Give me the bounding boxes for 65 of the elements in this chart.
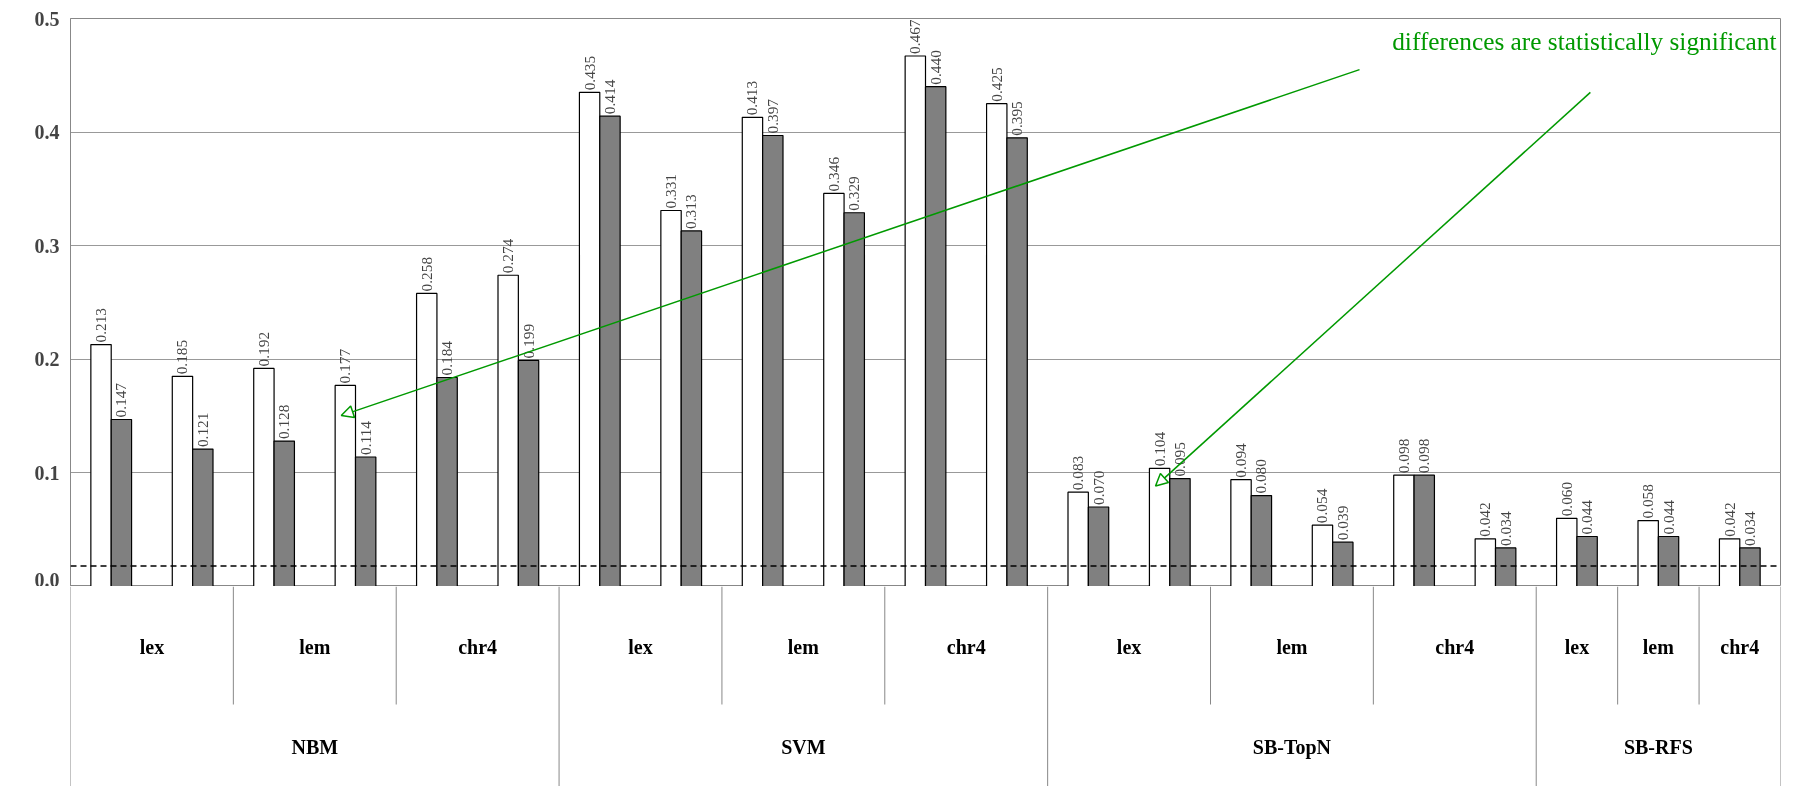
data-label: 0.192	[254, 331, 272, 367]
data-label: 0.070	[1089, 470, 1107, 505]
text: lex	[139, 635, 165, 658]
data-label: 0.054	[1313, 488, 1331, 524]
data-label: 0.397	[763, 98, 781, 134]
data-label: 0.104	[1150, 431, 1168, 467]
text: chr4	[946, 635, 986, 658]
y-tick-label: 0.5	[34, 7, 60, 30]
data-label: 0.274	[499, 238, 517, 274]
text: SVM	[781, 735, 826, 758]
data-label: 0.042	[1720, 502, 1738, 537]
data-label: 0.440	[926, 49, 944, 85]
y-tick-label: 0.4	[34, 121, 60, 144]
data-label: 0.258	[417, 256, 435, 292]
text: SB-TopN	[1252, 735, 1332, 759]
data-label: 0.098	[1415, 438, 1433, 474]
text: NBM	[291, 735, 339, 758]
data-label: 0.147	[112, 382, 130, 418]
text: chr4	[1720, 635, 1760, 658]
data-label: 0.042	[1476, 502, 1494, 537]
text: SB-RFS	[1623, 735, 1693, 758]
y-tick-label: 0.1	[34, 461, 60, 484]
data-label: 0.313	[682, 194, 700, 229]
data-label: 0.199	[519, 323, 537, 359]
data-label: 0.177	[336, 348, 354, 384]
data-label: 0.080	[1252, 458, 1270, 494]
y-tick-label: 0.3	[34, 234, 60, 257]
data-label: 0.121	[193, 412, 211, 448]
y-tick-label: 0.2	[34, 348, 60, 371]
data-label: 0.128	[275, 404, 293, 440]
data-label: 0.467	[906, 19, 924, 54]
data-label: 0.213	[92, 307, 110, 343]
data-label: 0.425	[987, 66, 1005, 102]
y-tick-label: 0.0	[34, 568, 60, 591]
text: chr4	[1435, 635, 1475, 658]
data-label: 0.414	[600, 79, 618, 115]
data-label: 0.331	[662, 173, 680, 209]
data-label: 0.329	[845, 175, 863, 211]
text: lem	[1642, 635, 1675, 658]
data-label: 0.094	[1232, 442, 1250, 478]
data-label: 0.185	[173, 339, 191, 375]
data-label: 0.435	[580, 55, 598, 91]
data-label: 0.034	[1496, 511, 1514, 546]
data-label: 0.083	[1069, 455, 1087, 491]
text: lex	[1564, 635, 1590, 658]
data-label: 0.044	[1659, 499, 1677, 535]
text: lem	[787, 635, 820, 658]
data-label: 0.346	[824, 156, 842, 192]
data-label: 0.184	[438, 340, 456, 376]
data-label: 0.058	[1639, 483, 1657, 519]
data-label: 0.039	[1333, 505, 1351, 541]
text: lem	[1276, 635, 1308, 658]
data-label: 0.034	[1740, 511, 1758, 546]
data-label: 0.044	[1578, 499, 1596, 535]
text: lex	[1116, 635, 1142, 658]
text: lex	[628, 635, 653, 658]
data-label: 0.060	[1557, 481, 1575, 517]
annotation: differences are statistically significant	[1392, 27, 1777, 56]
text: chr4	[458, 635, 498, 658]
text: lem	[299, 635, 331, 658]
data-label: 0.413	[743, 80, 761, 116]
data-label: 0.095	[1170, 441, 1188, 477]
data-label: 0.395	[1008, 100, 1026, 136]
data-label: 0.114	[356, 420, 374, 455]
data-label: 0.098	[1394, 438, 1412, 474]
